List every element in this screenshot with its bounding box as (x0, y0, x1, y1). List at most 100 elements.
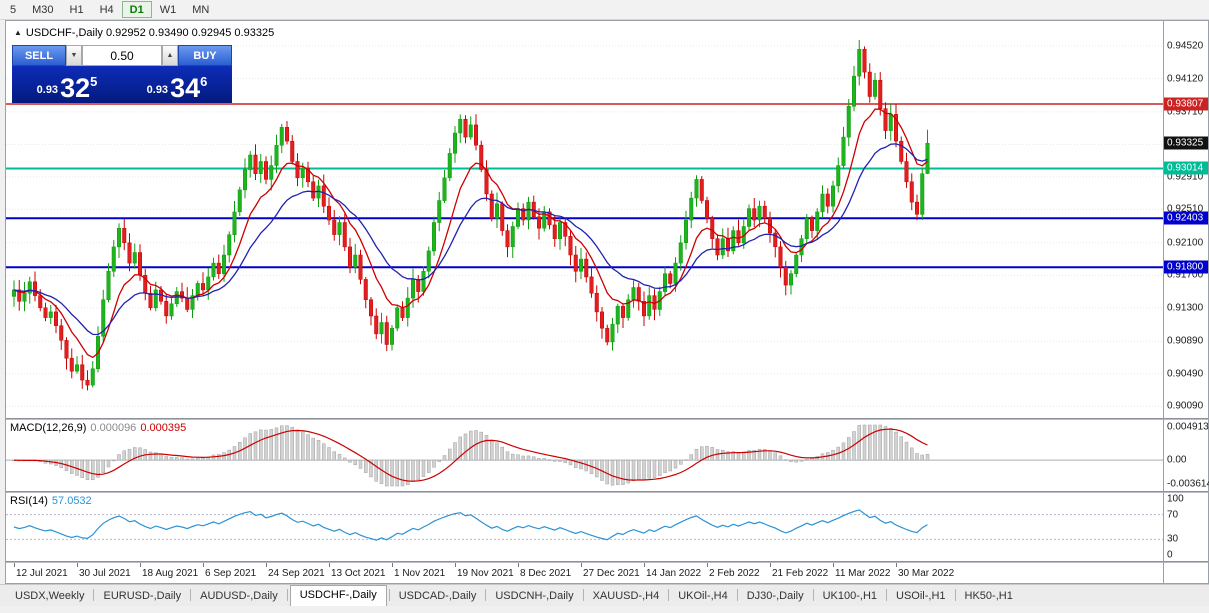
axis-label: 0.004913 (1167, 421, 1209, 433)
timeframe-bar: 5 M30 H1 H4 D1 W1 MN (0, 0, 1209, 20)
chart-tabs: USDX,Weekly EURUSD-,Daily AUDUSD-,Daily USD… (0, 584, 1209, 606)
buy-price-display[interactable]: 0.93 34 6 (122, 66, 232, 103)
axis-label: 30 (1167, 533, 1179, 545)
timeframe-button-d1[interactable]: D1 (121, 1, 152, 18)
sell-button[interactable]: SELL (12, 45, 66, 66)
axis-separator (1163, 21, 1164, 583)
tab-separator (93, 589, 95, 601)
volume-decrease-button[interactable]: ▼ (66, 45, 82, 66)
macd-name: MACD(12,26,9) (10, 422, 87, 434)
timeframe-button-h4[interactable]: H4 (99, 4, 114, 16)
time-tick (833, 563, 834, 567)
timeframe-button-5[interactable]: 5 (10, 4, 17, 16)
macd-value-main: 0.000096 (90, 422, 137, 434)
time-tick (140, 563, 141, 567)
axis-label: 0.91700 (1167, 269, 1204, 281)
volume-input[interactable]: 0.50 (82, 45, 162, 66)
tab-separator (190, 589, 192, 601)
time-tick (896, 563, 897, 567)
chart-window: ▲ USDCHF-,Daily 0.92952 0.93490 0.92945 0… (5, 20, 1209, 584)
tab-separator (388, 589, 390, 601)
axis-label: 70 (1167, 509, 1179, 521)
axis-label: 0.90890 (1167, 335, 1204, 347)
date-label: 8 Dec 2021 (520, 568, 572, 579)
date-label: 1 Nov 2021 (394, 568, 446, 579)
buy-price-main: 34 (170, 73, 201, 104)
price-axis-rsi[interactable]: 100 70 30 0 (1164, 493, 1208, 561)
date-label: 19 Nov 2021 (457, 568, 514, 579)
date-label: 2 Feb 2022 (709, 568, 760, 579)
date-label: 21 Feb 2022 (772, 568, 829, 579)
timeframe-button-w1[interactable]: W1 (159, 4, 177, 16)
time-axis[interactable]: 12 Jul 2021 30 Jul 2021 18 Aug 2021 6 Sep 2… (6, 563, 1163, 583)
sell-price-main: 32 (60, 73, 91, 104)
date-label: 27 Dec 2021 (583, 568, 640, 579)
chart-tab[interactable]: HK50-,H1 (964, 590, 1013, 602)
price-marker: 0.93807 (1164, 97, 1208, 111)
time-tick (77, 563, 78, 567)
axis-label: 0.92100 (1167, 237, 1204, 249)
price-axis-main[interactable]: 0.945200.941200.937100.933100.929100.925… (1164, 21, 1208, 418)
price-marker: 0.91800 (1164, 260, 1208, 274)
date-label: 24 Sep 2021 (268, 568, 325, 579)
time-tick (770, 563, 771, 567)
chart-tab[interactable]: USDCNH-,Daily (495, 590, 574, 602)
sell-price-pip: 5 (90, 74, 98, 89)
axis-label: 0.90490 (1167, 368, 1204, 380)
chart-tab[interactable]: AUDUSD-,Daily (200, 590, 278, 602)
axis-label: 0.92910 (1167, 171, 1204, 183)
tab-separator (736, 589, 738, 601)
timeframe-button-m30[interactable]: M30 (32, 4, 54, 16)
volume-increase-button[interactable]: ▲ (162, 45, 178, 66)
time-tick (455, 563, 456, 567)
time-tick (581, 563, 582, 567)
buy-button[interactable]: BUY (178, 45, 232, 66)
time-tick (14, 563, 15, 567)
tab-separator (954, 589, 956, 601)
date-label: 13 Oct 2021 (331, 568, 386, 579)
axis-label: 100 (1167, 493, 1184, 505)
chart-tab[interactable]: USDX,Weekly (15, 590, 85, 602)
sell-price-prefix: 0.93 (36, 84, 59, 96)
main-plot[interactable] (6, 21, 1163, 418)
time-tick (266, 563, 267, 567)
price-axis-macd[interactable]: 0.004913 0.00 -0.003614 (1164, 420, 1209, 491)
rsi-name: RSI(14) (10, 495, 48, 507)
axis-label: 0.91300 (1167, 302, 1204, 314)
rsi-plot[interactable]: RSI(14) 57.0532 (6, 493, 1163, 561)
date-label: 30 Jul 2021 (79, 568, 131, 579)
price-marker: 0.93014 (1164, 161, 1208, 175)
axis-label: 0.93710 (1167, 106, 1204, 118)
buy-price-pip: 6 (200, 74, 208, 89)
chart-tab[interactable]: USDCAD-,Daily (398, 590, 477, 602)
date-label: 12 Jul 2021 (16, 568, 68, 579)
macd-plot[interactable]: MACD(12,26,9) 0.000096 0.000395 (6, 420, 1163, 491)
chart-tab[interactable]: UK100-,H1 (822, 590, 878, 602)
tab-separator (286, 589, 288, 601)
time-tick (392, 563, 393, 567)
rsi-value: 57.0532 (51, 495, 92, 507)
one-click-trading-panel: SELL ▼ 0.50 ▲ BUY 0.93 32 5 0.93 34 6 (12, 45, 232, 103)
tab-separator (668, 589, 670, 601)
axis-label: 0.94520 (1167, 40, 1204, 52)
time-tick (518, 563, 519, 567)
sell-price-display[interactable]: 0.93 32 5 (12, 66, 122, 103)
panel-divider-macd[interactable] (6, 418, 1208, 420)
date-label: 18 Aug 2021 (142, 568, 199, 579)
panel-divider-time (6, 561, 1208, 563)
chart-tab[interactable]: UKOil-,H4 (678, 590, 728, 602)
chart-tab[interactable]: USDCHF-,Daily (289, 585, 387, 606)
chart-tab[interactable]: DJ30-,Daily (746, 590, 804, 602)
chart-title-text: USDCHF-,Daily 0.92952 0.93490 0.92945 0.… (25, 27, 275, 39)
date-label: 14 Jan 2022 (646, 568, 702, 579)
timeframe-button-h1[interactable]: H1 (69, 4, 84, 16)
chart-tab[interactable]: XAUUSD-,H4 (592, 590, 660, 602)
chart-tab[interactable]: EURUSD-,Daily (103, 590, 182, 602)
price-marker: 0.92403 (1164, 211, 1208, 225)
chart-tab[interactable]: USOil-,H1 (896, 590, 946, 602)
price-marker: 0.93325 (1164, 136, 1208, 150)
axis-label: 0.00 (1167, 454, 1187, 466)
panel-divider-rsi[interactable] (6, 491, 1208, 493)
oneclick-toggle-icon[interactable]: ▲ (14, 28, 22, 37)
timeframe-button-mn[interactable]: MN (192, 4, 210, 16)
